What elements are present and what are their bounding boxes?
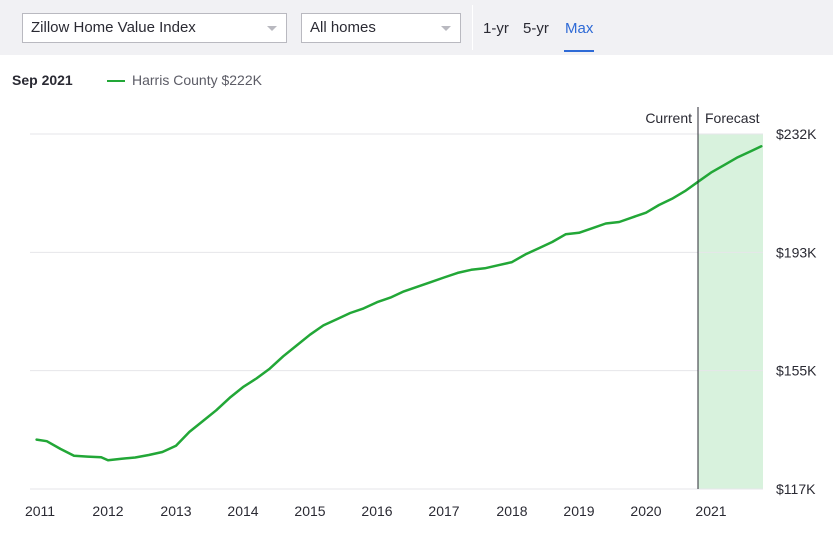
chart-toolbar: Zillow Home Value Index All homes 1-yr 5…	[0, 0, 833, 55]
legend-date: Sep 2021	[12, 72, 73, 88]
chevron-down-icon	[267, 26, 277, 31]
x-tick-label: 2020	[630, 503, 661, 519]
x-tick-label: 2016	[361, 503, 392, 519]
legend-series-label: Harris County $222K	[132, 72, 262, 88]
range-max-button[interactable]: Max	[565, 20, 594, 37]
series-line[interactable]	[35, 145, 763, 462]
forecast-region	[698, 134, 763, 489]
x-tick-label: 2012	[92, 503, 123, 519]
chevron-down-icon	[441, 26, 451, 31]
y-tick-label: $155K	[776, 363, 817, 379]
home-type-select[interactable]: All homes	[301, 13, 461, 43]
toolbar-divider	[472, 5, 473, 50]
y-tick-label: $117K	[776, 481, 816, 497]
forecast-label: Forecast	[705, 110, 760, 126]
y-tick-label: $232K	[776, 126, 817, 142]
x-tick-label: 2013	[160, 503, 191, 519]
current-label: Current	[645, 110, 692, 126]
range-1yr-button[interactable]: 1-yr	[483, 20, 509, 37]
active-range-indicator	[564, 50, 594, 52]
x-tick-label: 2015	[294, 503, 325, 519]
y-tick-label: $193K	[776, 244, 817, 260]
x-tick-label: 2018	[496, 503, 527, 519]
index-select[interactable]: Zillow Home Value Index	[22, 13, 287, 43]
home-type-select-value: All homes	[310, 19, 376, 36]
index-select-value: Zillow Home Value Index	[31, 19, 196, 36]
x-tick-label: 2014	[227, 503, 258, 519]
x-tick-label: 2021	[695, 503, 726, 519]
range-5yr-button[interactable]: 5-yr	[523, 20, 549, 37]
x-tick-label: 2011	[25, 503, 55, 519]
legend-swatch	[107, 80, 125, 82]
x-tick-label: 2017	[428, 503, 459, 519]
x-tick-label: 2019	[563, 503, 594, 519]
